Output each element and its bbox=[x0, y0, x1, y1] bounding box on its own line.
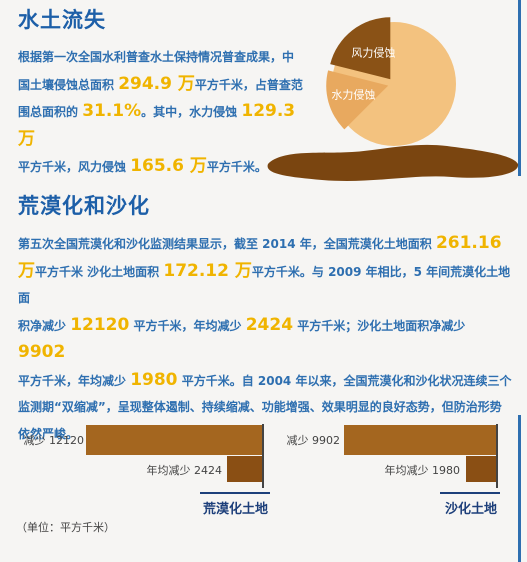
section-title-soil-erosion: 水土流失 bbox=[18, 8, 106, 32]
para-line: 依然严峻。 bbox=[18, 426, 79, 441]
bar bbox=[344, 425, 496, 455]
highlight-number: 12120 bbox=[70, 314, 130, 335]
bar-label: 减少 12120 bbox=[23, 434, 85, 447]
pie-slice-water bbox=[326, 70, 389, 130]
highlight-number: 261.16 bbox=[435, 233, 502, 253]
para-line: 监测期“双缩减”，呈现整体遏制、持续缩减、功能增强、效果明显的良好态势，但防治形… bbox=[18, 400, 502, 414]
para-line: 万平方千米 沙化土地面积 172.12 万平方千米。与 2009 年相比，5 年… bbox=[18, 260, 511, 306]
bar-label: 减少 9902 bbox=[286, 434, 341, 447]
axis-baseline bbox=[200, 492, 270, 494]
para-line: 围总面积的 31.1%。其中，水力侵蚀 129.3 万 bbox=[18, 101, 296, 149]
decor-line-top bbox=[518, 0, 521, 176]
bar-label: 年均减少 2424 bbox=[146, 464, 223, 477]
bar-label: 年均减少 1980 bbox=[384, 464, 461, 477]
bar bbox=[227, 456, 262, 482]
chart-category-label: 沙化土地 bbox=[445, 502, 498, 517]
para-line: 第五次全国荒漠化和沙化监测结果显示，截至 2014 年，全国荒漠化土地面积 26… bbox=[18, 233, 502, 253]
bar bbox=[86, 425, 262, 455]
axis-baseline bbox=[440, 492, 500, 494]
highlight-number: 9902 bbox=[18, 342, 66, 362]
section-title-desertification: 荒漠化和沙化 bbox=[18, 194, 150, 218]
pie-label-water: 水力侵蚀 bbox=[331, 88, 375, 102]
para-line: 国土壤侵蚀总面积 294.9 万平方千米，占普查范 bbox=[18, 73, 303, 94]
soil-erosion-paragraph: 根据第一次全国水利普查水土保持情况普查成果，中 国土壤侵蚀总面积 294.9 万… bbox=[18, 44, 318, 181]
erosion-pie-chart: 风力侵蚀 水力侵蚀 bbox=[267, 17, 519, 181]
highlight-number: 1980 bbox=[130, 369, 178, 390]
pie-slice-wind bbox=[330, 17, 391, 80]
para-line: 平方千米，风力侵蚀 165.6 万平方千米。 bbox=[18, 156, 267, 176]
highlight-number: 2424 bbox=[245, 314, 294, 335]
highlight-number: 294.9 万 bbox=[118, 73, 195, 94]
decor-line-bottom bbox=[518, 415, 521, 562]
highlight-number: 129.3 万 bbox=[18, 101, 296, 149]
bar bbox=[466, 456, 496, 482]
para-line: 平方千米，年均减少 1980 平方千米。自 2004 年以来，全国荒漠化和沙化状… bbox=[18, 369, 512, 390]
axis-line bbox=[262, 424, 264, 488]
para-line: 根据第一次全国水利普查水土保持情况普查成果，中 bbox=[18, 50, 295, 64]
para-line: 积净减少 12120 平方千米，年均减少 2424 平方千米；沙化土地面积净减少… bbox=[18, 314, 466, 363]
highlight-number: 172.12 万 bbox=[163, 260, 252, 281]
highlight-number: 万 bbox=[18, 260, 35, 281]
desertification-paragraph: 第五次全国荒漠化和沙化监测结果显示，截至 2014 年，全国荒漠化土地面积 26… bbox=[18, 230, 513, 447]
highlight-number: 31.1% bbox=[82, 101, 142, 121]
highlight-number: 165.6 万 bbox=[130, 156, 207, 176]
chart-category-label: 荒漠化土地 bbox=[203, 502, 269, 517]
soil-puddle-shape bbox=[267, 144, 519, 181]
pie-label-wind: 风力侵蚀 bbox=[351, 45, 395, 59]
unit-note: （单位：平方千米） bbox=[16, 521, 115, 534]
axis-line bbox=[496, 424, 498, 488]
